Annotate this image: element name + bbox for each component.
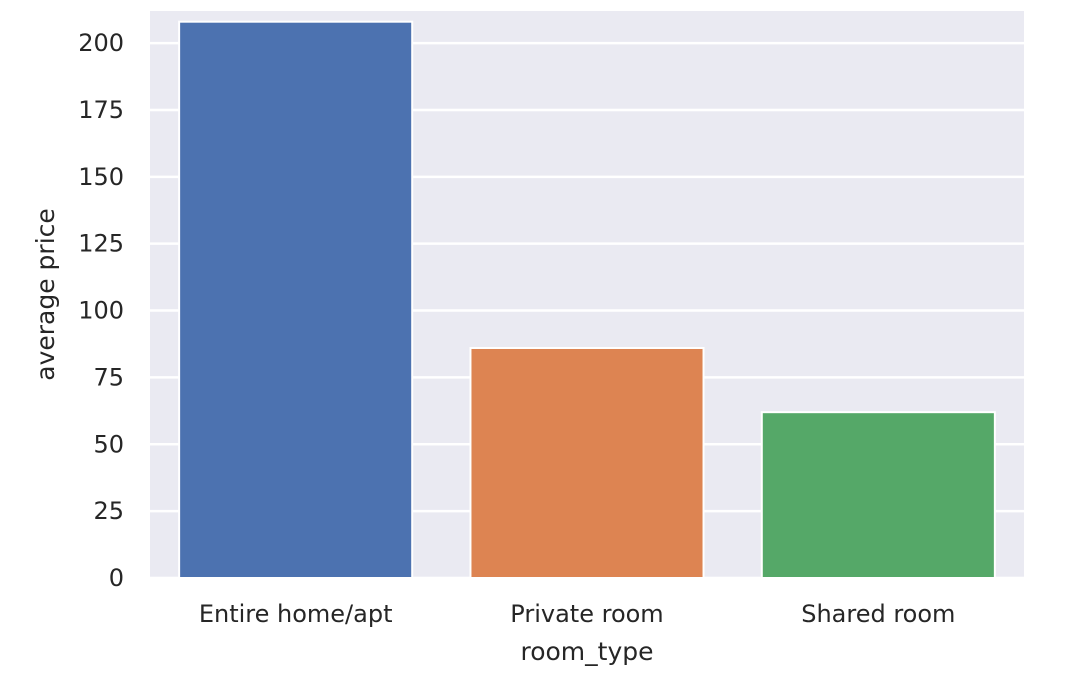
y-tick-label: 150 — [78, 163, 124, 191]
x-tick-labels: Entire home/apt Private room Shared room — [199, 600, 956, 628]
y-tick-label: 200 — [78, 29, 124, 57]
y-tick-label: 0 — [109, 564, 124, 592]
y-tick-label: 50 — [93, 430, 124, 458]
bar-0 — [178, 20, 414, 579]
y-tick-label: 100 — [78, 297, 124, 325]
bars — [178, 20, 996, 580]
x-tick-label: Shared room — [801, 600, 955, 628]
y-tick-label: 175 — [78, 96, 124, 124]
x-tick-label: Private room — [510, 600, 663, 628]
bar-1 — [469, 346, 705, 579]
x-tick-label: Entire home/apt — [199, 600, 393, 628]
y-tick-label: 25 — [93, 497, 124, 525]
bar-2 — [760, 411, 996, 580]
y-tick-label: 75 — [93, 363, 124, 391]
x-axis-label: room_type — [520, 637, 653, 666]
y-tick-label: 125 — [78, 230, 124, 258]
y-axis-label: average price — [31, 208, 60, 381]
y-tick-labels: 0 25 50 75 100 125 150 175 200 — [78, 29, 124, 592]
